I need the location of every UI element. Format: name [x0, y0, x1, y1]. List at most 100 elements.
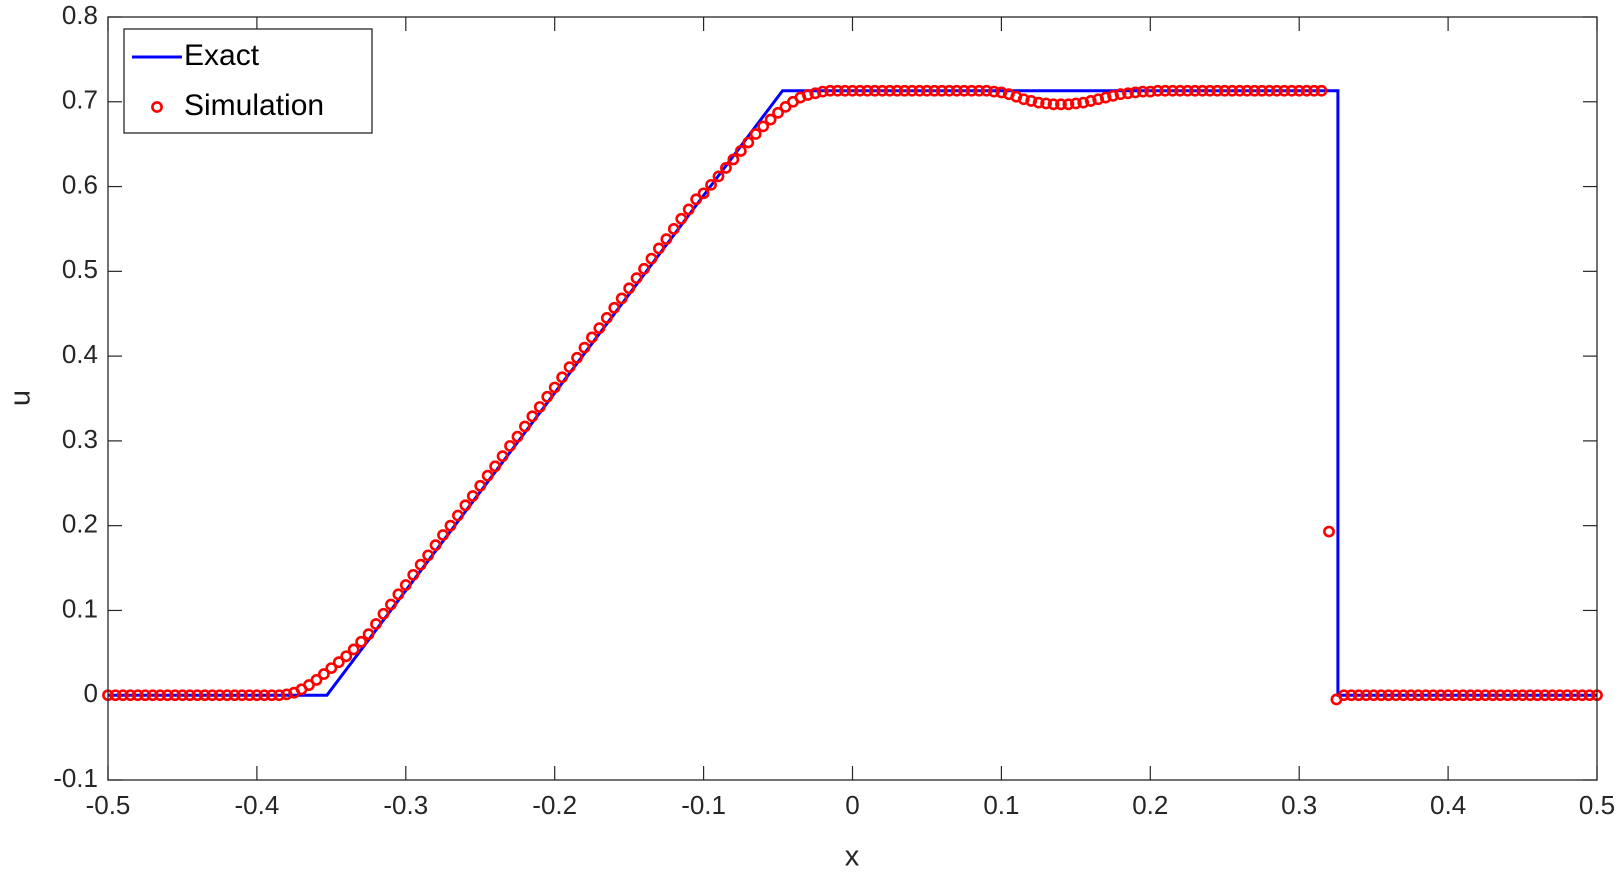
y-tick-label: -0.1	[53, 763, 98, 793]
data-point	[1107, 89, 1119, 102]
data-point	[608, 301, 621, 314]
data-point	[489, 460, 502, 473]
data-point	[273, 689, 286, 702]
y-tick-label: 0.4	[62, 339, 98, 369]
data-point	[675, 212, 688, 225]
data-point	[511, 430, 524, 443]
data-point	[429, 539, 442, 552]
data-point	[1300, 84, 1313, 97]
data-point	[340, 650, 353, 663]
y-tick-label: 0.7	[62, 85, 98, 115]
x-tick-label: -0.2	[532, 790, 577, 820]
data-point	[965, 84, 978, 97]
data-point	[1442, 689, 1454, 702]
data-point	[861, 84, 874, 97]
data-point	[1062, 98, 1075, 111]
data-point	[250, 689, 263, 702]
data-point	[169, 689, 181, 702]
data-point	[377, 607, 390, 620]
data-point	[1174, 84, 1186, 97]
x-tick-label: -0.3	[383, 790, 428, 820]
data-point	[1226, 84, 1239, 97]
data-point	[854, 84, 866, 97]
data-point	[1390, 689, 1402, 702]
data-point	[437, 529, 449, 541]
data-point	[370, 618, 382, 630]
data-point	[139, 689, 152, 702]
data-point	[1092, 93, 1105, 106]
data-point	[876, 84, 889, 97]
data-point	[1464, 689, 1477, 702]
data-point	[1129, 86, 1142, 99]
data-point	[414, 558, 427, 571]
data-point	[734, 145, 747, 157]
data-point	[1285, 84, 1298, 97]
data-point	[973, 84, 985, 97]
data-point	[519, 420, 531, 433]
data-point	[228, 689, 241, 702]
data-point	[116, 689, 129, 702]
y-tick-label: 0.5	[62, 254, 98, 284]
data-point	[682, 203, 695, 216]
data-point	[831, 84, 844, 97]
legend-label: Simulation	[184, 89, 324, 122]
data-point	[1144, 85, 1157, 98]
data-point	[355, 635, 368, 648]
data-point	[824, 84, 837, 97]
x-tick-label: -0.5	[86, 790, 131, 820]
data-point	[1509, 689, 1522, 702]
data-point	[943, 84, 956, 97]
data-point	[1293, 84, 1306, 97]
data-point	[883, 84, 896, 97]
data-point	[1531, 689, 1544, 702]
data-point	[1412, 689, 1425, 702]
data-point	[310, 674, 323, 686]
data-point	[318, 668, 330, 680]
data-point	[868, 84, 881, 97]
data-point	[615, 292, 628, 305]
data-point	[1151, 84, 1164, 97]
data-point	[1486, 689, 1499, 702]
data-point	[705, 178, 717, 191]
data-point	[236, 689, 248, 702]
x-axis-label: x	[845, 841, 860, 873]
data-point	[1360, 689, 1373, 702]
data-point	[1159, 84, 1172, 97]
data-point	[742, 136, 755, 149]
data-point	[1367, 689, 1380, 702]
data-point	[1516, 689, 1529, 702]
data-point	[1397, 689, 1410, 702]
data-point	[496, 450, 509, 463]
legend-marker	[151, 101, 163, 113]
data-point	[154, 689, 167, 702]
x-tick-label: 0	[845, 790, 859, 820]
data-point	[660, 233, 673, 246]
data-point	[1278, 84, 1291, 97]
data-point	[1211, 84, 1224, 97]
data-point	[1055, 98, 1067, 111]
data-point	[280, 688, 293, 701]
data-point	[1270, 84, 1283, 97]
data-point	[1189, 84, 1201, 97]
data-point	[697, 187, 710, 200]
data-point	[1568, 689, 1581, 702]
data-point	[1345, 689, 1358, 702]
data-point	[265, 689, 278, 702]
data-point	[1040, 97, 1052, 110]
data-point	[1032, 96, 1045, 109]
data-point	[1546, 689, 1559, 702]
y-tick-label: 0.8	[62, 0, 98, 30]
data-point	[757, 120, 770, 133]
data-point	[593, 322, 606, 335]
data-point	[958, 84, 971, 97]
data-point	[913, 84, 926, 97]
data-point	[362, 628, 375, 641]
data-point	[1241, 84, 1253, 97]
data-point	[980, 84, 993, 97]
y-tick-label: 0.2	[62, 509, 98, 539]
data-point	[1323, 525, 1335, 538]
x-tick-label: 0.1	[983, 790, 1019, 820]
data-point	[444, 519, 457, 532]
data-point	[1114, 88, 1127, 101]
data-point	[1375, 689, 1387, 702]
